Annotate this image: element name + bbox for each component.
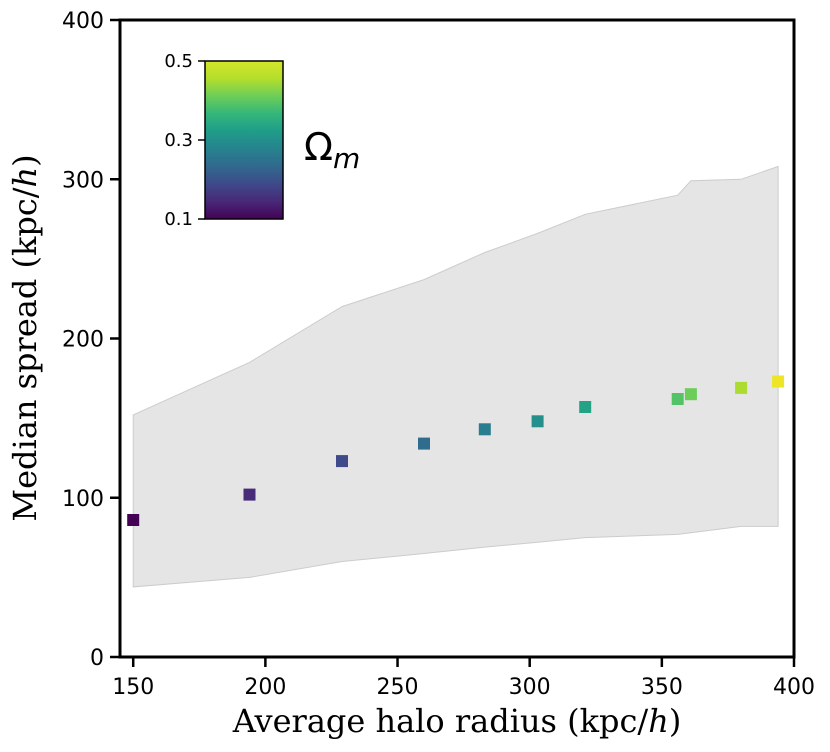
x-tick-label-350: 350 — [641, 675, 683, 700]
colorbar-tick-label: 0.3 — [164, 130, 193, 151]
data-point-9 — [684, 388, 697, 401]
colorbar-label: Ωm — [304, 125, 360, 175]
colorbar: 0.1 0.3 0.5 Ωm — [164, 51, 360, 230]
data-point-8 — [671, 393, 684, 405]
data-points — [127, 375, 785, 526]
y-tick-label-400: 400 — [62, 9, 104, 34]
spread-band — [132, 165, 779, 588]
data-point-3 — [336, 455, 348, 468]
y-axis-label: Median spread (kpc/h) — [6, 154, 44, 521]
y-tick-label-200: 200 — [62, 328, 104, 353]
x-tick-label-300: 300 — [509, 675, 551, 700]
x-tick-label-250: 250 — [377, 675, 419, 700]
x-tick-label-150: 150 — [112, 675, 154, 700]
data-point-7 — [579, 401, 592, 413]
colorbar-tick-label: 0.1 — [164, 209, 193, 230]
data-point-4 — [418, 437, 430, 450]
y-tick-label-100: 100 — [62, 487, 104, 512]
data-point-6 — [531, 415, 544, 428]
data-point-11 — [772, 375, 785, 388]
colorbar-gradient — [204, 60, 284, 220]
data-point-1 — [127, 514, 140, 526]
axis-ticks: 150 200 250 300 350 400 0 100 200 300 400 — [62, 9, 815, 700]
y-tick-label-300: 300 — [62, 168, 104, 193]
colorbar-tick-label: 0.5 — [164, 51, 193, 72]
y-tick-label-0: 0 — [90, 646, 104, 671]
data-point-10 — [735, 381, 748, 394]
colorbar-ticks: 0.1 0.3 0.5 — [164, 51, 205, 230]
x-axis-label: Average halo radius (kpc/h) — [232, 702, 682, 740]
data-point-5 — [478, 423, 491, 436]
data-point-2 — [243, 488, 256, 501]
x-tick-label-200: 200 — [244, 675, 286, 700]
x-tick-label-400: 400 — [773, 675, 815, 700]
